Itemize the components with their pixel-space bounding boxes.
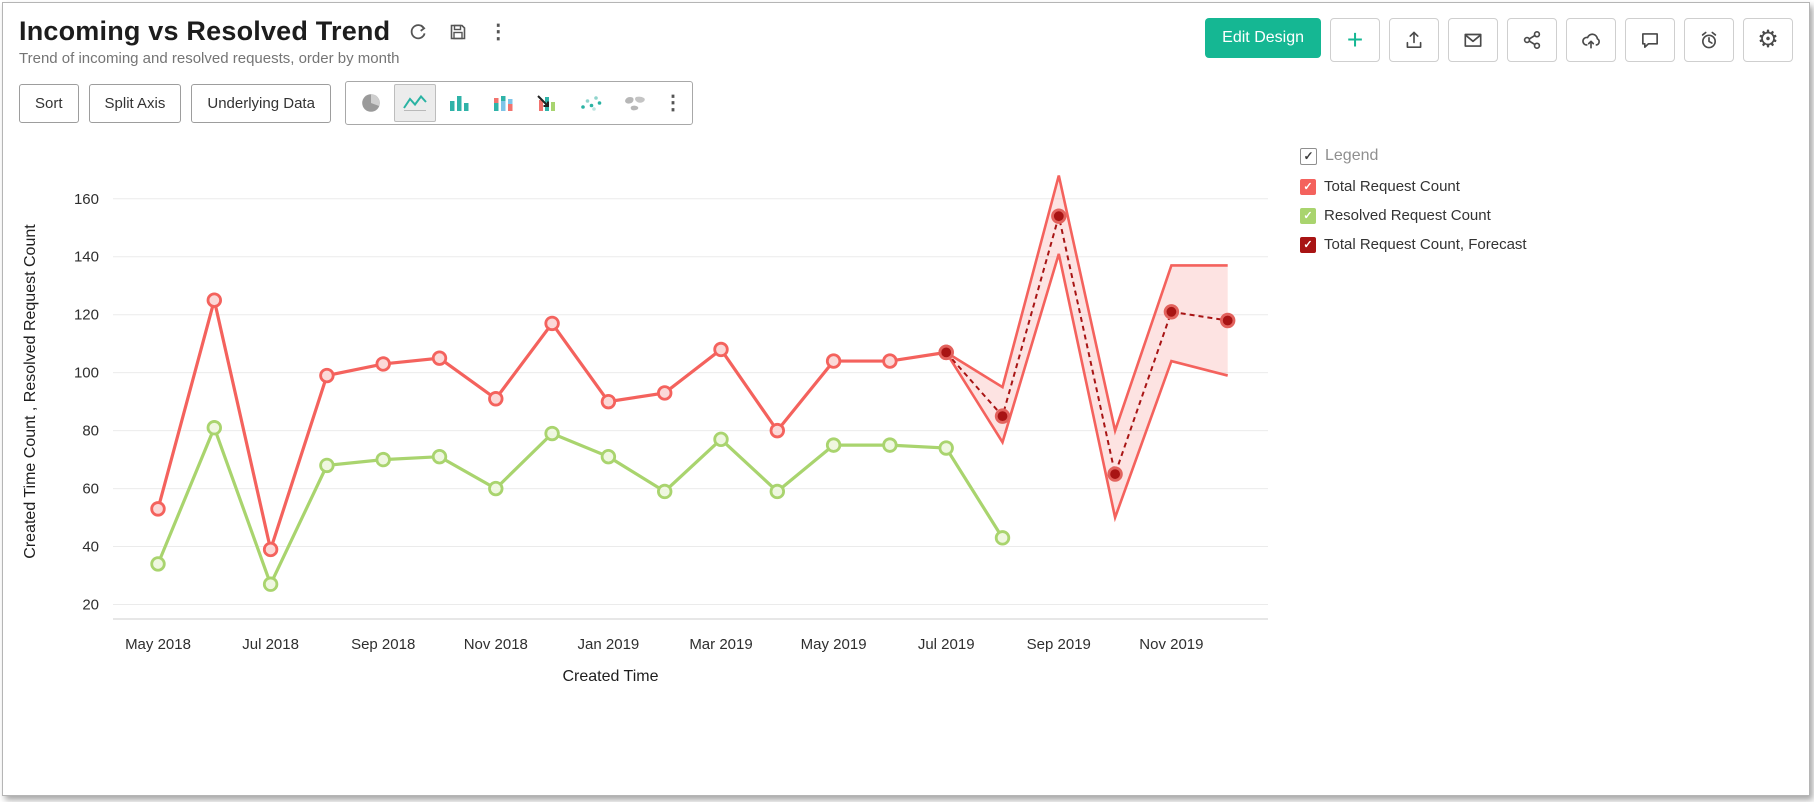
title-block: Incoming vs Resolved Trend ⋮ (19, 16, 510, 67)
stacked-bar-chart-icon (493, 96, 513, 111)
svg-text:Nov 2018: Nov 2018 (464, 636, 528, 653)
comment-icon (1642, 33, 1658, 48)
edit-design-button[interactable]: Edit Design (1205, 18, 1321, 58)
refresh-button[interactable] (406, 20, 430, 44)
legend-item-total[interactable]: ✓ Total Request Count (1300, 178, 1600, 195)
header-actions: Edit Design + (1205, 16, 1793, 62)
email-button[interactable] (1448, 18, 1498, 62)
pie-chart-icon (362, 94, 380, 112)
comment-button[interactable] (1625, 18, 1675, 62)
legend-item-label: Resolved Request Count (1324, 207, 1491, 224)
alarm-clock-icon (1701, 31, 1717, 49)
legend-toggle[interactable]: ✓ Legend (1300, 147, 1600, 165)
refresh-icon (411, 23, 426, 39)
save-icon (450, 24, 466, 39)
combo-chart-icon (537, 95, 555, 111)
svg-text:Created Time: Created Time (562, 668, 658, 685)
cloud-upload-button[interactable] (1566, 18, 1616, 62)
legend-item-label: Total Request Count, Forecast (1324, 236, 1527, 253)
svg-text:May 2018: May 2018 (125, 636, 191, 653)
svg-text:120: 120 (74, 307, 99, 324)
svg-text:May 2019: May 2019 (801, 636, 867, 653)
world-map-icon (624, 96, 645, 111)
legend-color-box: ✓ (1300, 236, 1316, 253)
svg-text:160: 160 (74, 191, 99, 208)
line-chart-type-button[interactable] (393, 84, 436, 122)
svg-text:40: 40 (82, 539, 99, 556)
svg-text:140: 140 (74, 249, 99, 266)
pie-chart-type-button[interactable] (350, 84, 392, 122)
more-options-button[interactable]: ⋮ (486, 20, 510, 44)
kebab-icon: ⋮ (662, 92, 683, 114)
scatter-chart-type-button[interactable] (570, 84, 612, 122)
legend-item-label: Total Request Count (1324, 178, 1460, 195)
legend-color-box: ✓ (1300, 207, 1316, 224)
map-chart-type-button[interactable] (614, 84, 656, 122)
split-axis-button[interactable]: Split Axis (88, 83, 182, 123)
scatter-plot-icon (581, 96, 602, 111)
more-chart-types-button[interactable]: ⋮ (658, 84, 688, 122)
sort-button[interactable]: Sort (19, 83, 79, 123)
page-subtitle: Trend of incoming and resolved requests,… (19, 50, 400, 67)
svg-text:20: 20 (82, 597, 99, 614)
export-icon (1406, 31, 1422, 48)
legend-item-resolved[interactable]: ✓ Resolved Request Count (1300, 207, 1600, 224)
cloud-upload-icon (1582, 33, 1600, 49)
legend-title: Legend (1325, 147, 1379, 164)
settings-button[interactable]: ⚙ (1743, 18, 1793, 62)
stacked-bar-chart-type-button[interactable] (482, 84, 524, 122)
chart-type-selector: ⋮ (344, 81, 693, 125)
kebab-icon: ⋮ (488, 20, 509, 43)
svg-text:80: 80 (82, 423, 99, 440)
gear-icon: ⚙ (1757, 26, 1779, 53)
chart-legend: ✓ Legend ✓ Total Request Count ✓ Resolve… (1300, 139, 1600, 695)
export-button[interactable] (1389, 18, 1439, 62)
svg-text:Created Time Count , Resolved: Created Time Count , Resolved Request Co… (22, 224, 39, 559)
underlying-data-button[interactable]: Underlying Data (191, 83, 331, 123)
svg-text:Mar 2019: Mar 2019 (689, 636, 752, 653)
chart-toolbar: Sort Split Axis Underlying Data (3, 71, 1809, 131)
legend-item-forecast[interactable]: ✓ Total Request Count, Forecast (1300, 236, 1600, 253)
svg-text:Jan 2019: Jan 2019 (578, 636, 640, 653)
combo-chart-type-button[interactable] (526, 84, 568, 122)
share-button[interactable] (1507, 18, 1557, 62)
trend-line-chart[interactable]: 20 40 60 80 100 120 140 160 May 2018 Jul 2018 Sep … (13, 139, 1278, 695)
line-chart-icon (403, 94, 427, 111)
share-icon (1523, 31, 1541, 49)
legend-color-box: ✓ (1300, 178, 1316, 195)
svg-text:100: 100 (74, 365, 99, 382)
svg-text:60: 60 (82, 481, 99, 498)
email-icon (1464, 33, 1482, 47)
schedule-button[interactable] (1684, 18, 1734, 62)
header: Incoming vs Resolved Trend ⋮ (3, 3, 1809, 71)
svg-text:Sep 2018: Sep 2018 (351, 636, 415, 653)
save-button[interactable] (446, 20, 470, 44)
svg-text:Nov 2019: Nov 2019 (1139, 636, 1203, 653)
legend-checkbox[interactable]: ✓ (1300, 147, 1317, 165)
page-title: Incoming vs Resolved Trend (19, 16, 391, 46)
svg-text:Jul 2018: Jul 2018 (242, 636, 299, 653)
add-button[interactable]: + (1330, 18, 1380, 62)
svg-text:Sep 2019: Sep 2019 (1027, 636, 1091, 653)
svg-text:Jul 2019: Jul 2019 (918, 636, 975, 653)
bar-chart-icon (449, 96, 469, 111)
chart-region: 20 40 60 80 100 120 140 160 May 2018 Jul 2018 Sep … (3, 131, 1809, 695)
bar-chart-type-button[interactable] (438, 84, 480, 122)
